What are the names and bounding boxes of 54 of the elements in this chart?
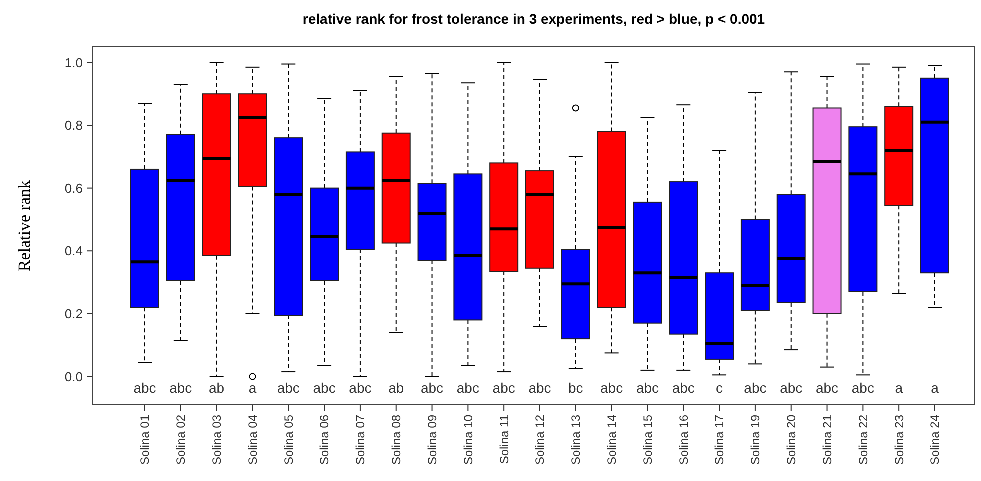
- annotation: a: [931, 380, 940, 396]
- y-tick-label: 0.8: [64, 118, 83, 134]
- x-tick-label: Solina 20: [784, 414, 799, 466]
- annotation: a: [895, 380, 904, 396]
- annotation: abc: [313, 380, 336, 396]
- x-tick-label: Solina 19: [748, 414, 763, 466]
- y-tick-label: 0.2: [64, 306, 83, 322]
- annotation: abc: [636, 380, 660, 396]
- annotation: abc: [672, 380, 695, 396]
- annotation: ab: [388, 380, 404, 396]
- annotation: abc: [600, 380, 624, 396]
- annotation: ab: [209, 380, 225, 396]
- x-tick-label: Solina 15: [640, 414, 655, 466]
- x-tick-label: Solina 24: [928, 414, 942, 466]
- x-tick-label: Solina 23: [892, 414, 906, 466]
- x-tick-label: Solina 08: [390, 414, 404, 466]
- x-tick-label: Solina 01: [138, 414, 152, 466]
- annotation: abc: [456, 380, 480, 396]
- x-tick-label: Solina 09: [425, 414, 440, 466]
- x-tick-label: Solina 05: [282, 414, 296, 466]
- annotation: c: [716, 380, 724, 396]
- annotation: abc: [744, 380, 767, 396]
- annotation: abc: [349, 380, 372, 396]
- x-tick-label: Solina 02: [174, 414, 188, 466]
- x-tick-label: Solina 21: [820, 414, 834, 466]
- y-tick-label: 0.6: [64, 180, 83, 196]
- annotation: abc: [492, 380, 516, 396]
- y-tick-label: 1.0: [64, 55, 83, 70]
- y-axis-title: Relative rank: [15, 180, 34, 272]
- x-tick-label: Solina 07: [354, 414, 368, 466]
- annotation: abc: [816, 380, 839, 396]
- annotation: abc: [420, 380, 444, 396]
- x-tick-label: Solina 12: [533, 414, 548, 466]
- x-tick-label: Solina 16: [676, 414, 691, 466]
- annotation: abc: [528, 380, 552, 396]
- x-tick-label: Solina 13: [569, 414, 584, 466]
- annotation: abc: [780, 380, 803, 396]
- annotation: abc: [277, 380, 300, 396]
- annotation: abc: [852, 380, 874, 396]
- x-tick-label: Solina 22: [856, 414, 870, 466]
- annotation: a: [248, 380, 257, 396]
- annotation: bc: [568, 380, 584, 396]
- chart-title: relative rank for frost tolerance in 3 experiments, red > blue, p < 0.001: [302, 11, 766, 27]
- x-tick-label: Solina 06: [318, 414, 332, 466]
- annotation: abc: [134, 380, 156, 396]
- y-tick-label: 0.0: [64, 369, 83, 384]
- x-tick-label: Solina 04: [246, 414, 260, 466]
- x-tick-label: Solina 11: [497, 414, 512, 464]
- x-tick-label: Solina 10: [461, 414, 476, 466]
- x-tick-label: Solina 17: [712, 414, 727, 466]
- y-tick-label: 0.4: [64, 244, 83, 259]
- x-tick-label: Solina 14: [605, 414, 620, 466]
- x-tick-label: Solina 03: [210, 414, 224, 466]
- annotation: abc: [170, 380, 192, 396]
